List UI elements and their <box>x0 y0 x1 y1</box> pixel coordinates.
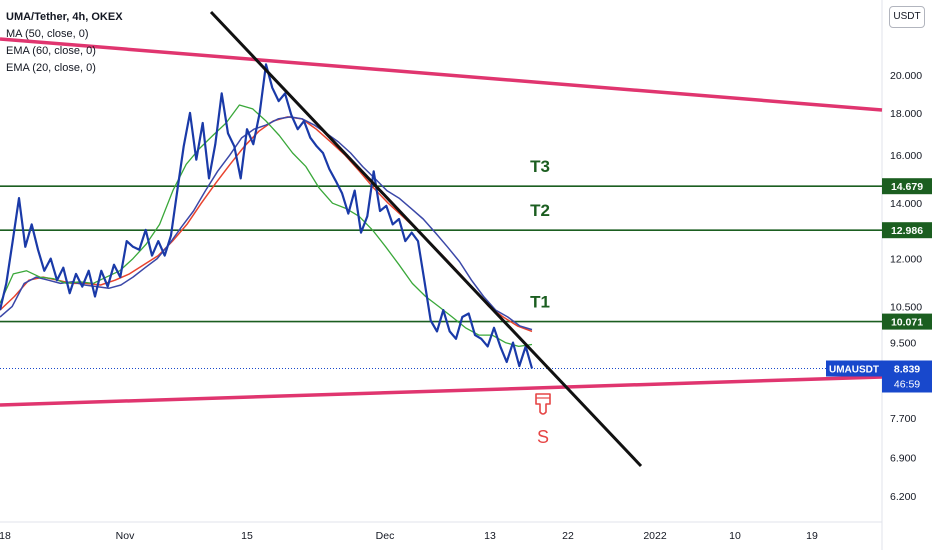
symbol-badge <box>826 360 882 377</box>
y-tick-label: 20.000 <box>890 70 922 82</box>
x-tick-label: 22 <box>562 530 574 542</box>
y-tick-label: 16.000 <box>890 150 922 162</box>
y-tick-label: 10.500 <box>890 302 922 314</box>
x-tick-label: 15 <box>241 530 253 542</box>
y-tick-label: 6.200 <box>890 491 916 503</box>
y-tick-label: 14.000 <box>890 198 922 210</box>
legend-title: UMA/Tether, 4h, OKEX <box>6 11 123 23</box>
x-tick-label: 10 <box>729 530 741 542</box>
target-value-label: 14.679 <box>891 181 923 193</box>
y-tick-label: 18.000 <box>890 108 922 120</box>
target-value-label: 12.986 <box>891 225 923 237</box>
target-level-label: T3 <box>530 157 550 176</box>
upper-channel-line <box>0 37 883 112</box>
x-tick-label: 19 <box>806 530 818 542</box>
currency-unit-button[interactable]: USDT <box>889 6 925 28</box>
descending-trendline <box>209 10 643 468</box>
target-value-label: 10.071 <box>891 317 923 329</box>
ma50-line <box>0 116 533 331</box>
legend-ma50: MA (50, close, 0) <box>6 28 89 40</box>
chart-legend: UMA/Tether, 4h, OKEX MA (50, close, 0) E… <box>6 9 123 77</box>
current-price-label: 8.839 <box>894 364 920 376</box>
target-level-label: T2 <box>530 201 550 220</box>
hand-shape <box>535 393 551 415</box>
target-value-badge <box>882 178 932 195</box>
y-tick-label: 9.500 <box>890 338 916 350</box>
legend-ema60: EMA (60, close, 0) <box>6 45 96 57</box>
target-value-badge <box>882 313 932 330</box>
legend-ema20: EMA (20, close, 0) <box>6 62 96 74</box>
x-tick-label: Nov <box>116 530 135 542</box>
target-level-label: T1 <box>530 293 550 312</box>
x-tick-label: 2022 <box>643 530 667 542</box>
x-tick-label: Dec <box>376 530 395 542</box>
y-tick-label: 12.000 <box>890 254 922 266</box>
target-value-badge <box>882 222 932 239</box>
current-price-badge <box>882 360 932 393</box>
countdown-label: 46:59 <box>894 379 920 391</box>
symbol-label: UMAUSDT <box>829 365 879 376</box>
sell-signal-label: S <box>537 427 549 447</box>
price-line <box>0 63 534 369</box>
lower-channel-line <box>0 375 883 407</box>
y-tick-label: 7.700 <box>890 413 916 425</box>
y-tick-label: 6.900 <box>890 453 916 465</box>
pointing-down-hand-icon <box>535 393 551 415</box>
x-tick-label: 13 <box>484 530 496 542</box>
x-tick-label: 18 <box>0 530 11 542</box>
